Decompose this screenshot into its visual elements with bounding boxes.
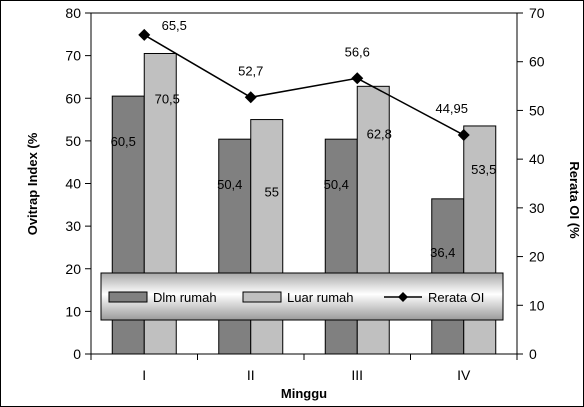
y2-tick-label: 60 <box>529 54 545 70</box>
x-tick-label: III <box>351 367 363 383</box>
y2-tick-label: 0 <box>529 346 537 362</box>
line-data-label: 52,7 <box>238 63 263 78</box>
legend-swatch-dlm-rumah <box>108 291 148 303</box>
data-label-group: 60,5 70,5 50,4 55 50,4 62,8 36,4 53,5 65,5 52,7 56… <box>111 18 497 260</box>
y-tick-label: 50 <box>65 133 81 149</box>
y2-tick-label: 30 <box>529 200 545 216</box>
line-series-group <box>138 28 470 142</box>
bar-data-label: 50,4 <box>324 177 349 192</box>
legend-swatch-marker <box>398 292 408 302</box>
rerata-oi-marker <box>457 129 470 142</box>
x-axis: I II III IV <box>90 354 518 383</box>
y2-tick-label: 70 <box>529 5 545 21</box>
bar-data-label: 60,5 <box>111 134 136 149</box>
bar-data-label: 62,8 <box>367 126 392 141</box>
y2-tick-label: 50 <box>529 102 545 118</box>
bar-data-label: 50,4 <box>217 177 242 192</box>
y2-axis-title: Rerata OI (% <box>567 161 582 239</box>
y2-tick-label: 20 <box>529 249 545 265</box>
y-tick-label: 80 <box>65 5 81 21</box>
y-tick-label: 70 <box>65 48 81 64</box>
x-tick-label: IV <box>457 367 471 383</box>
y-axis-right: 0 10 20 30 40 50 60 70 <box>517 5 545 362</box>
bar-dlm-rumah <box>324 138 358 355</box>
rerata-oi-line <box>143 34 465 136</box>
line-data-label: 56,6 <box>345 44 370 59</box>
bar-data-label: 53,5 <box>471 162 496 177</box>
legend-label: Luar rumah <box>287 290 353 305</box>
bar-data-label: 70,5 <box>155 91 180 106</box>
y2-tick-label: 10 <box>529 297 545 313</box>
y-tick-label: 40 <box>65 176 81 192</box>
legend-box <box>100 272 504 321</box>
line-data-label: 65,5 <box>162 18 187 33</box>
x-axis-title: Minggu <box>281 386 327 401</box>
y-tick-label: 10 <box>65 303 81 319</box>
y-tick-label: 20 <box>65 261 81 277</box>
rerata-oi-marker <box>138 28 151 41</box>
legend-label: Dlm rumah <box>153 290 217 305</box>
bar-data-label: 55 <box>265 185 279 200</box>
legend-swatch-luar-rumah <box>242 291 282 303</box>
bar-data-label: 36,4 <box>430 245 455 260</box>
y-axis-title: Ovitrap Index (% <box>25 132 40 235</box>
bar-dlm-rumah <box>218 138 252 355</box>
x-tick-label: II <box>247 367 255 383</box>
y-tick-label: 30 <box>65 218 81 234</box>
y-tick-label: 0 <box>73 346 81 362</box>
rerata-oi-marker <box>244 91 257 104</box>
x-tick-label: I <box>142 367 146 383</box>
y-axis-left: 0 10 20 30 40 50 60 70 80 <box>65 5 91 362</box>
y-tick-label: 60 <box>65 90 81 106</box>
legend: Dlm rumah Luar rumah Rerata OI <box>100 272 504 321</box>
line-data-label: 44,95 <box>435 101 468 116</box>
y2-tick-label: 40 <box>529 151 545 167</box>
legend-label: Rerata OI <box>428 290 484 305</box>
rerata-oi-marker <box>351 72 364 85</box>
